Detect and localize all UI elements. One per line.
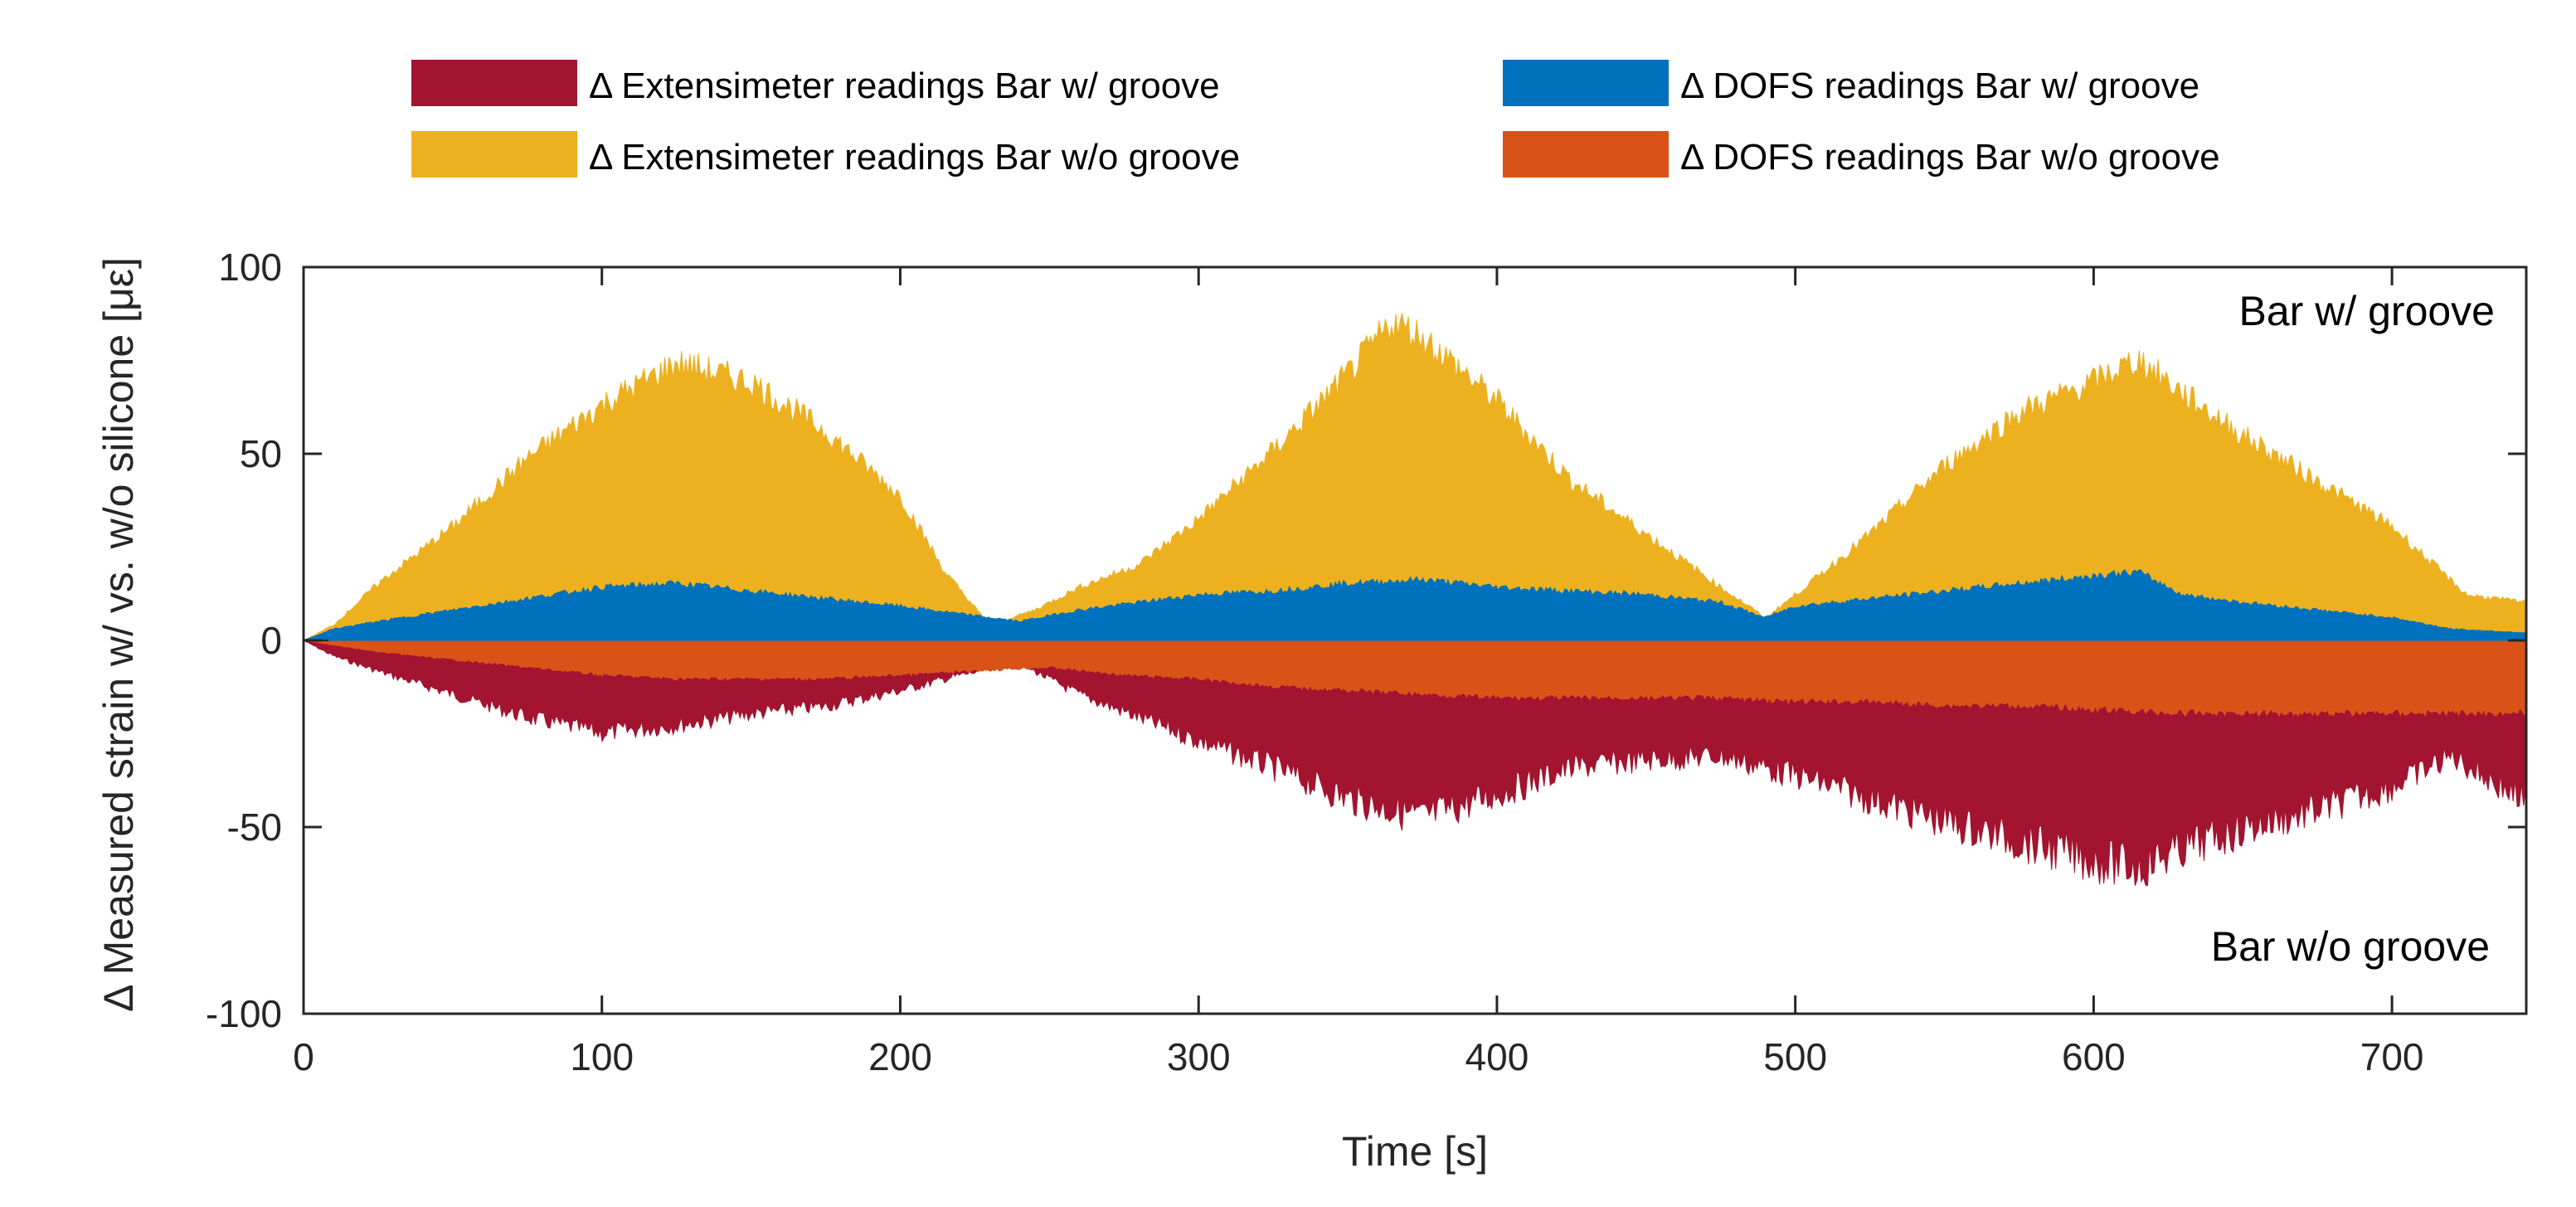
area-extensimeter-without-groove xyxy=(303,313,2527,641)
legend-label-dofs-without-groove: Δ DOFS readings Bar w/o groove xyxy=(1680,137,2220,178)
legend-label-dofs-with-groove: Δ DOFS readings Bar w/ groove xyxy=(1680,66,2199,106)
annotation-bar-with-groove: Bar w/ groove xyxy=(2239,288,2495,334)
x-tick-label: 300 xyxy=(1167,1035,1231,1078)
x-tick-label: 500 xyxy=(1763,1035,1827,1078)
x-tick-label: 200 xyxy=(868,1035,932,1078)
legend-swatch-dofs-with-groove xyxy=(1503,60,1669,106)
area-dofs-without-groove xyxy=(303,640,2527,718)
y-tick-label: 50 xyxy=(240,432,282,475)
legend-label-extensimeter-with-groove: Δ Extensimeter readings Bar w/ groove xyxy=(589,66,1220,106)
y-axis-title: Δ Measured strain w/ vs. w/o silicone [μ… xyxy=(95,257,142,1012)
legend-swatch-extensimeter-without-groove xyxy=(411,131,577,178)
x-tick-label: 0 xyxy=(293,1035,314,1078)
x-tick-label: 100 xyxy=(570,1035,634,1078)
legend: Δ Extensimeter readings Bar w/ groove Δ … xyxy=(411,60,2220,178)
y-tick-label: -50 xyxy=(227,805,282,849)
y-tick-labels: -100 -50 0 50 100 xyxy=(206,246,282,1035)
x-tick-labels: 0 100 200 300 400 500 600 700 xyxy=(293,1035,2423,1078)
y-tick-label: 100 xyxy=(218,246,282,289)
area-series-layer xyxy=(303,313,2527,887)
annotation-bar-without-groove: Bar w/o groove xyxy=(2211,923,2490,970)
area-dofs-with-groove xyxy=(303,568,2527,641)
x-tick-label: 600 xyxy=(2062,1035,2126,1078)
y-tick-label: -100 xyxy=(206,992,282,1035)
legend-swatch-dofs-without-groove xyxy=(1503,131,1669,178)
x-tick-label: 700 xyxy=(2360,1035,2424,1078)
legend-swatch-extensimeter-with-groove xyxy=(411,60,577,106)
y-tick-label: 0 xyxy=(260,619,282,662)
x-axis-title: Time [s] xyxy=(1342,1128,1488,1175)
legend-label-extensimeter-without-groove: Δ Extensimeter readings Bar w/o groove xyxy=(589,137,1240,178)
x-tick-label: 400 xyxy=(1465,1035,1529,1078)
